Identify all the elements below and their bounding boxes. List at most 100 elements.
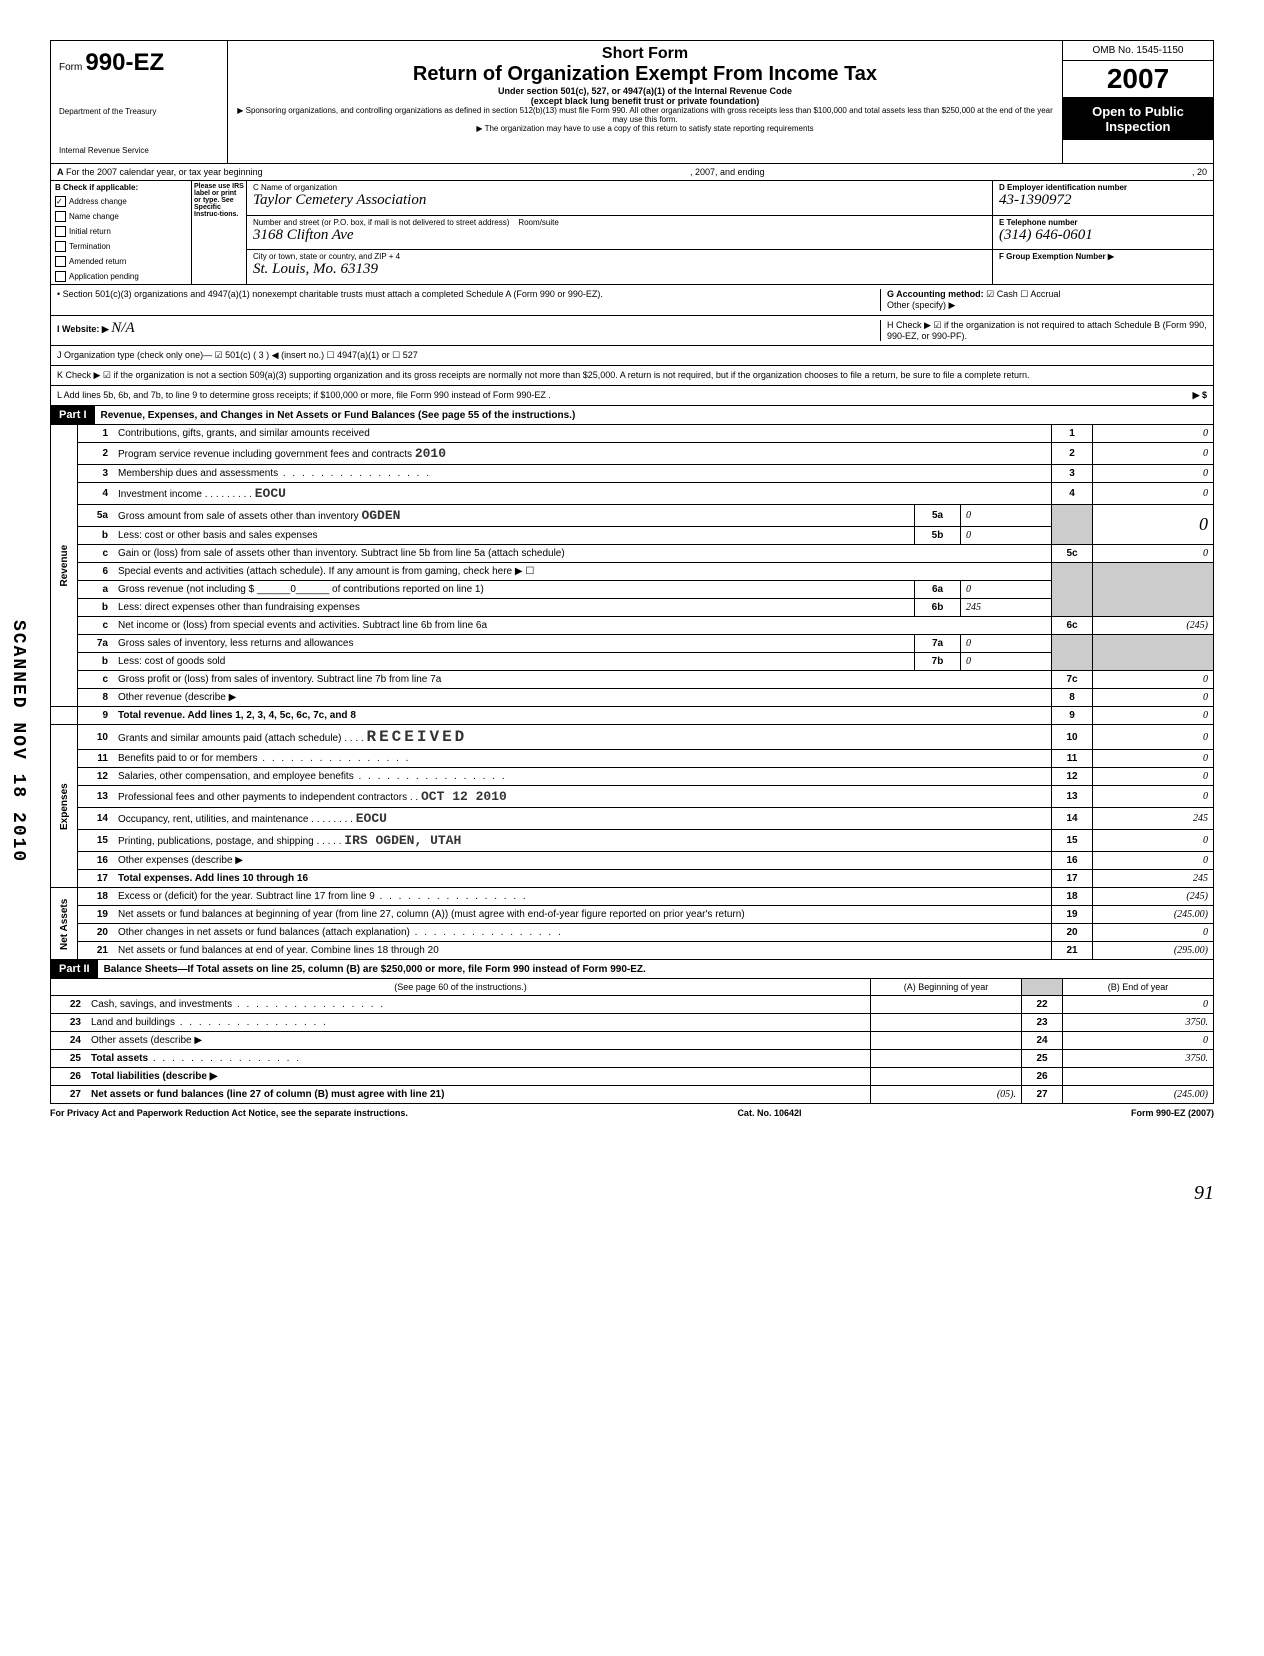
l-arrow: ▶ $ [1193, 390, 1207, 401]
col-de: D Employer identification number 43-1390… [992, 181, 1213, 284]
under-section: Under section 501(c), 527, or 4947(a)(1)… [232, 86, 1058, 96]
k-text: K Check ▶ ☑ if the organization is not a… [57, 370, 1030, 381]
line-14: 14Occupancy, rent, utilities, and mainte… [51, 808, 1214, 830]
line-2: 2Program service revenue including gover… [51, 443, 1214, 465]
f-row: F Group Exemption Number ▶ [993, 250, 1213, 284]
line-18: Net Assets 18Excess or (deficit) for the… [51, 888, 1214, 906]
form-footer: Form 990-EZ (2007) [1131, 1108, 1214, 1118]
c-addr-label: Number and street (or P.O. box, if mail … [253, 218, 986, 227]
line-27: 27Net assets or fund balances (line 27 o… [51, 1086, 1214, 1104]
footer-row: For Privacy Act and Paperwork Reduction … [50, 1104, 1214, 1122]
line-6c: cNet income or (loss) from special event… [51, 617, 1214, 635]
check-address[interactable]: ✓Address change [51, 194, 191, 209]
check-name[interactable]: Name change [51, 209, 191, 224]
omb-number: OMB No. 1545-1150 [1063, 41, 1213, 61]
line-6b: bLess: direct expenses other than fundra… [51, 599, 1214, 617]
part1-row: Part I Revenue, Expenses, and Changes in… [50, 406, 1214, 425]
except-text: (except black lung benefit trust or priv… [232, 96, 1058, 106]
balance-header: (See page 60 of the instructions.) (A) B… [51, 979, 1214, 996]
sponsor-text: ▶ Sponsoring organizations, and controll… [232, 106, 1058, 124]
c-city-label: City or town, state or country, and ZIP … [253, 252, 986, 261]
checkbox-icon [55, 226, 66, 237]
line-1: Revenue 1Contributions, gifts, grants, a… [51, 425, 1214, 443]
col-c: C Name of organization Taylor Cemetery A… [247, 181, 992, 284]
section-501-text: • Section 501(c)(3) organizations and 49… [57, 289, 880, 311]
check-termination[interactable]: Termination [51, 239, 191, 254]
balance-table: (See page 60 of the instructions.) (A) B… [50, 979, 1214, 1104]
f-label: F Group Exemption Number ▶ [999, 252, 1207, 261]
form-prefix: Form [59, 62, 82, 73]
b-header: B Check if applicable: [51, 181, 191, 194]
line-11: 11Benefits paid to or for members110 [51, 750, 1214, 768]
line-23: 23Land and buildings233750. [51, 1014, 1214, 1032]
line-7b: bLess: cost of goods sold7b0 [51, 653, 1214, 671]
checkbox-icon: ✓ [55, 196, 66, 207]
form-header: Form 990-EZ Department of the Treasury I… [50, 40, 1214, 164]
g-accounting: G Accounting method: ☑ Cash ☐ Accrual Ot… [880, 289, 1207, 311]
line-5b: bLess: cost or other basis and sales exp… [51, 527, 1214, 545]
section-501-row: • Section 501(c)(3) organizations and 49… [50, 285, 1214, 316]
part1-label: Part I [51, 406, 95, 424]
line-15: 15Printing, publications, postage, and s… [51, 830, 1214, 852]
revenue-side: Revenue [51, 425, 78, 707]
line-7c: cGross profit or (loss) from sales of in… [51, 671, 1214, 689]
website-row: I Website: ▶ N/A H Check ▶ ☑ if the orga… [50, 316, 1214, 346]
dept-treasury: Department of the Treasury [59, 107, 219, 116]
line-5c: cGain or (loss) from sale of assets othe… [51, 545, 1214, 563]
lines-table: Revenue 1Contributions, gifts, grants, a… [50, 425, 1214, 960]
l-text: L Add lines 5b, 6b, and 7b, to line 9 to… [57, 390, 551, 401]
line-12: 12Salaries, other compensation, and empl… [51, 768, 1214, 786]
check-pending[interactable]: Application pending [51, 269, 191, 284]
right-header: OMB No. 1545-1150 2007 Open to PublicIns… [1062, 41, 1213, 163]
row-a: A For the 2007 calendar year, or tax yea… [50, 164, 1214, 181]
line-9: 9Total revenue. Add lines 1, 2, 3, 4, 5c… [51, 707, 1214, 725]
form-number: 990-EZ [85, 49, 164, 76]
col-please: Please use IRS label or print or type. S… [192, 181, 247, 284]
org-name: Taylor Cemetery Association [253, 192, 986, 209]
irs-label: Internal Revenue Service [59, 146, 219, 155]
j-row: J Organization type (check only one)— ☑ … [50, 346, 1214, 366]
tax-year: 2007 [1063, 61, 1213, 98]
col-b: B Check if applicable: ✓Address change N… [51, 181, 192, 284]
part2-label: Part II [51, 960, 98, 978]
part2-title: Balance Sheets—If Total assets on line 2… [98, 961, 652, 978]
line-16: 16Other expenses (describe ▶160 [51, 852, 1214, 870]
h-check: H Check ▶ ☑ if the organization is not r… [880, 320, 1207, 341]
page-number: 91 [50, 1182, 1214, 1205]
line-6: 6Special events and activities (attach s… [51, 563, 1214, 581]
info-grid: B Check if applicable: ✓Address change N… [50, 181, 1214, 285]
c-addr-row: Number and street (or P.O. box, if mail … [247, 216, 992, 251]
line-3: 3Membership dues and assessments30 [51, 465, 1214, 483]
checkbox-icon [55, 241, 66, 252]
line-22: 22Cash, savings, and investments220 [51, 996, 1214, 1014]
c-city-row: City or town, state or country, and ZIP … [247, 250, 992, 284]
check-initial[interactable]: Initial return [51, 224, 191, 239]
line-19: 19Net assets or fund balances at beginni… [51, 906, 1214, 924]
e-row: E Telephone number (314) 646-0601 [993, 216, 1213, 251]
cat-number: Cat. No. 10642I [737, 1108, 801, 1118]
copy-note: ▶ The organization may have to use a cop… [232, 124, 1058, 133]
title-box: Short Form Return of Organization Exempt… [228, 41, 1062, 163]
row-a-mid: , 2007, and ending [690, 167, 765, 177]
form-number-box: Form 990-EZ Department of the Treasury I… [51, 41, 228, 163]
website-label: I Website: ▶ [57, 324, 109, 334]
scanned-stamp: SCANNED NOV 18 2010 [8, 620, 28, 863]
line-4: 4Investment income . . . . . . . . . EOC… [51, 483, 1214, 505]
part1-title: Revenue, Expenses, and Changes in Net As… [95, 407, 582, 424]
d-row: D Employer identification number 43-1390… [993, 181, 1213, 216]
line-10: Expenses 10Grants and similar amounts pa… [51, 725, 1214, 750]
check-amended[interactable]: Amended return [51, 254, 191, 269]
d-label: D Employer identification number [999, 183, 1207, 192]
expenses-side: Expenses [51, 725, 78, 888]
c-name-label: C Name of organization [253, 183, 986, 192]
line-26: 26Total liabilities (describe ▶26 [51, 1068, 1214, 1086]
c-name-row: C Name of organization Taylor Cemetery A… [247, 181, 992, 216]
open-public: Open to PublicInspection [1063, 98, 1213, 140]
line-5a: 5aGross amount from sale of assets other… [51, 505, 1214, 527]
line-17: 17Total expenses. Add lines 10 through 1… [51, 870, 1214, 888]
e-label: E Telephone number [999, 218, 1207, 227]
j-text: J Organization type (check only one)— ☑ … [57, 350, 418, 361]
short-form-label: Short Form [232, 45, 1058, 63]
row-a-end: , 20 [1192, 167, 1207, 177]
line-21: 21Net assets or fund balances at end of … [51, 942, 1214, 960]
